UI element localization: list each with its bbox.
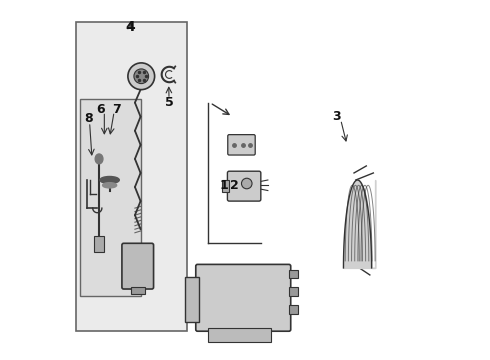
Text: 8: 8 [84, 112, 93, 125]
Text: 6: 6 [97, 103, 105, 116]
Ellipse shape [242, 178, 252, 189]
FancyBboxPatch shape [227, 171, 261, 201]
FancyBboxPatch shape [80, 99, 141, 296]
Bar [222, 180, 229, 192]
Bar [289, 270, 298, 279]
Ellipse shape [95, 154, 103, 164]
FancyBboxPatch shape [76, 22, 187, 331]
Bar [289, 305, 298, 314]
Circle shape [128, 63, 155, 90]
Text: 4: 4 [126, 20, 136, 34]
FancyBboxPatch shape [196, 264, 291, 331]
Ellipse shape [102, 183, 117, 188]
Text: 3: 3 [332, 110, 341, 123]
Bar [289, 287, 298, 296]
Ellipse shape [100, 176, 119, 184]
FancyBboxPatch shape [228, 135, 255, 155]
FancyBboxPatch shape [122, 243, 153, 289]
Bar [208, 328, 271, 342]
Text: 1: 1 [220, 179, 228, 192]
Text: 2: 2 [230, 179, 239, 192]
Text: 5: 5 [165, 96, 174, 109]
Text: 7: 7 [112, 103, 121, 116]
Bar [131, 287, 145, 294]
Bar [185, 277, 199, 323]
Bar [94, 236, 104, 252]
Circle shape [134, 69, 148, 84]
